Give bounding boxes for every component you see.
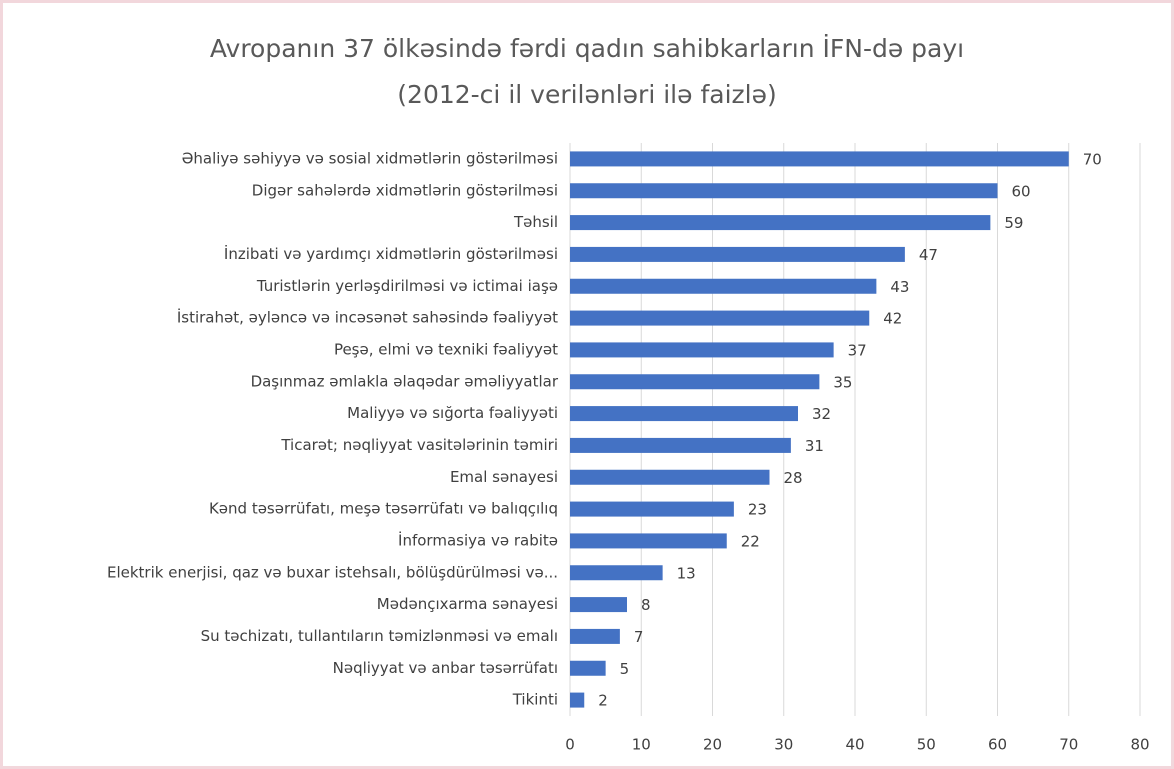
bar bbox=[570, 437, 791, 453]
y-tick-label: Emal sənayesi bbox=[450, 468, 558, 486]
y-tick-label: Mədənçıxarma sənayesi bbox=[377, 595, 558, 613]
value-label: 70 bbox=[1083, 150, 1102, 168]
value-label: 22 bbox=[741, 532, 760, 550]
x-tick-label: 70 bbox=[1059, 736, 1078, 754]
bar bbox=[570, 215, 991, 231]
value-label: 47 bbox=[919, 246, 938, 264]
value-label: 31 bbox=[805, 437, 824, 455]
bar bbox=[570, 246, 905, 262]
value-label: 42 bbox=[883, 310, 902, 328]
x-tick-label: 50 bbox=[917, 736, 936, 754]
value-label: 7 bbox=[634, 628, 644, 646]
bar bbox=[570, 660, 606, 676]
y-tick-label: İnzibati və yardımçı xidmətlərin göstəri… bbox=[224, 244, 558, 263]
y-tick-label: Nəqliyyat və anbar təsərrüfatı bbox=[333, 659, 558, 677]
value-label: 8 bbox=[641, 596, 651, 614]
y-tick-label: Maliyyə və sığorta fəaliyyəti bbox=[347, 404, 558, 422]
value-label: 43 bbox=[890, 278, 909, 296]
y-tick-label: Peşə, elmi və texniki fəaliyyət bbox=[334, 340, 558, 358]
bar bbox=[570, 565, 663, 581]
y-tick-label: Təhsil bbox=[513, 213, 558, 231]
bar bbox=[570, 183, 998, 199]
bar bbox=[570, 342, 834, 358]
value-label: 2 bbox=[598, 692, 608, 710]
value-label: 5 bbox=[620, 660, 630, 678]
bar bbox=[570, 278, 877, 294]
bar bbox=[570, 469, 770, 485]
value-label: 35 bbox=[833, 373, 852, 391]
x-tick-label: 30 bbox=[774, 736, 793, 754]
y-tick-label: Əhaliyə səhiyyə və sosial xidmətlərin gö… bbox=[182, 149, 558, 167]
bar bbox=[570, 374, 820, 390]
bar bbox=[570, 151, 1069, 167]
bar bbox=[570, 597, 627, 613]
bar bbox=[570, 501, 734, 517]
bar bbox=[570, 310, 870, 326]
value-label: 28 bbox=[784, 469, 803, 487]
x-tick-label: 10 bbox=[632, 736, 651, 754]
y-tick-label: İstirahət, əyləncə və incəsənət sahəsind… bbox=[177, 308, 558, 327]
bar bbox=[570, 628, 620, 644]
value-label: 59 bbox=[1004, 214, 1023, 232]
x-tick-label: 20 bbox=[703, 736, 722, 754]
x-tick-label: 0 bbox=[565, 736, 575, 754]
y-tick-label: Elektrik enerjisi, qaz və buxar istehsal… bbox=[107, 563, 558, 581]
value-label: 37 bbox=[848, 341, 867, 359]
bar bbox=[570, 692, 585, 708]
x-tick-label: 80 bbox=[1130, 736, 1149, 754]
x-tick-label: 60 bbox=[988, 736, 1007, 754]
y-tick-label: Tikinti bbox=[512, 691, 558, 709]
y-tick-label: Digər sahələrdə xidmətlərin göstərilməsi bbox=[252, 181, 558, 199]
chart-title: Avropanın 37 ölkəsində fərdi qadın sahib… bbox=[210, 34, 964, 63]
y-tick-label: İnformasiya və rabitə bbox=[398, 530, 558, 549]
y-tick-label: Ticarət; nəqliyyat vasitələrinin təmiri bbox=[280, 436, 558, 454]
value-label: 13 bbox=[677, 564, 696, 582]
y-tick-label: Turistlərin yerləşdirilməsi və ictimai i… bbox=[256, 277, 558, 295]
y-tick-label: Su təchizatı, tullantıların təmizlənməsi… bbox=[201, 627, 558, 645]
bar bbox=[570, 533, 727, 549]
value-label: 32 bbox=[812, 405, 831, 423]
value-label: 23 bbox=[748, 501, 767, 519]
x-tick-label: 40 bbox=[845, 736, 864, 754]
bar bbox=[570, 406, 798, 422]
y-tick-label: Daşınmaz əmlakla əlaqədar əməliyyatlar bbox=[251, 372, 559, 390]
chart-subtitle: (2012-ci il verilənləri ilə faizlə) bbox=[397, 80, 776, 109]
y-tick-label: Kənd təsərrüfatı, meşə təsərrüfatı və ba… bbox=[209, 500, 558, 518]
value-label: 60 bbox=[1012, 182, 1031, 200]
